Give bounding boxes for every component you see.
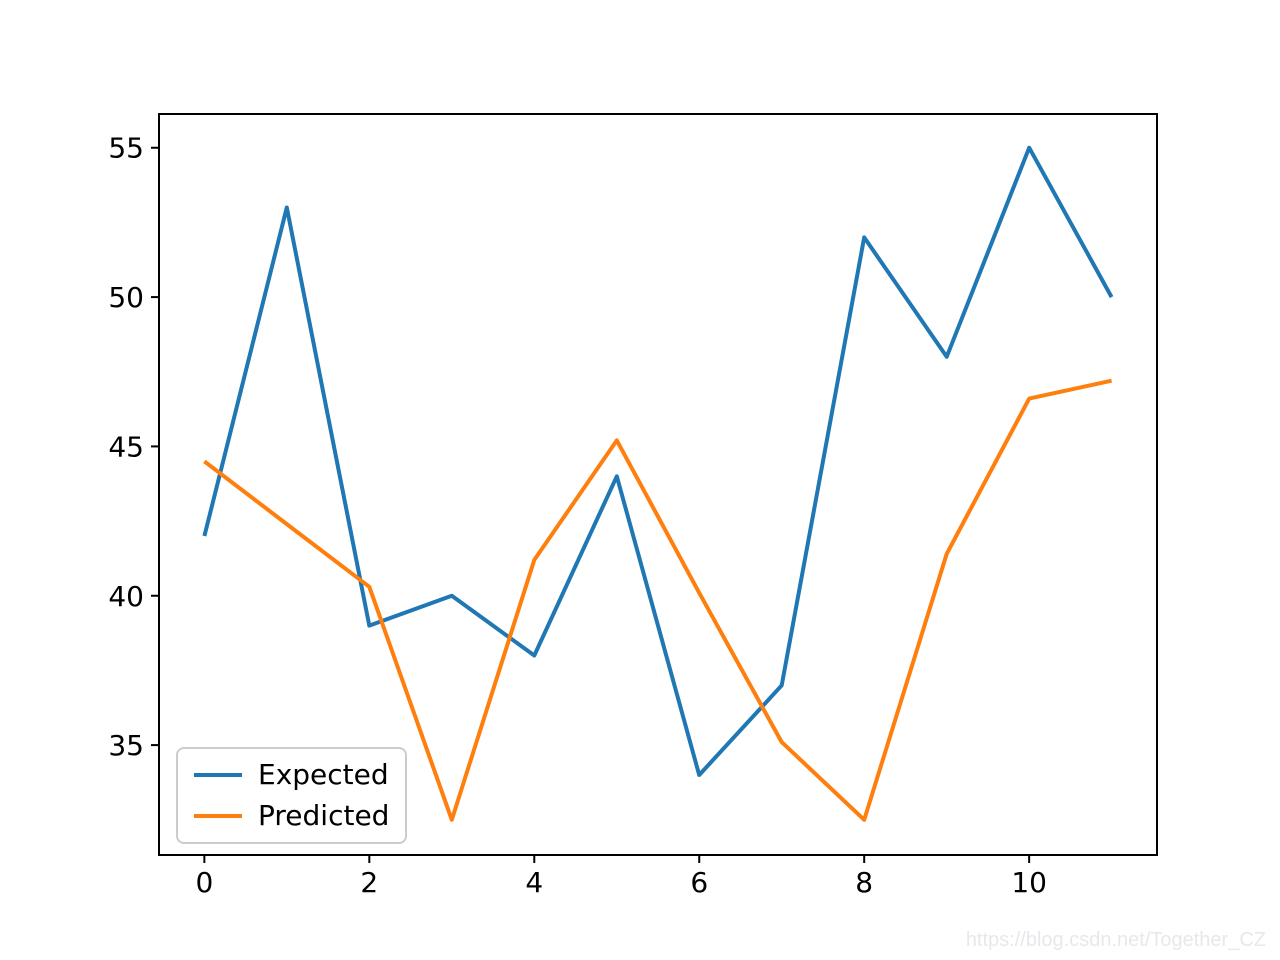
plot-frame bbox=[158, 113, 1158, 856]
x-tick-label: 10 bbox=[1011, 866, 1047, 899]
y-tick-label: 40 bbox=[108, 580, 144, 613]
legend-line-sample-predicted bbox=[194, 814, 242, 818]
y-tick-label: 55 bbox=[108, 132, 144, 165]
x-tick-label: 4 bbox=[525, 866, 543, 899]
watermark-text: https://blog.csdn.net/Together_CZ bbox=[965, 929, 1266, 951]
x-tick-label: 8 bbox=[855, 866, 873, 899]
x-tick-label: 6 bbox=[690, 866, 708, 899]
legend: Expected Predicted bbox=[176, 747, 408, 844]
x-tick-label: 2 bbox=[360, 866, 378, 899]
legend-line-sample-expected bbox=[194, 773, 242, 777]
legend-label-expected: Expected bbox=[258, 758, 389, 791]
legend-label-predicted: Predicted bbox=[258, 799, 390, 832]
y-tick-label: 45 bbox=[108, 430, 144, 463]
series-line-expected bbox=[202, 145, 1114, 777]
x-tick-label: 0 bbox=[195, 866, 213, 899]
y-tick-label: 35 bbox=[108, 729, 144, 762]
y-tick-label: 50 bbox=[108, 281, 144, 314]
legend-item-expected: Expected bbox=[194, 758, 389, 792]
legend-item-predicted: Predicted bbox=[194, 799, 389, 833]
series-line-predicted bbox=[203, 378, 1113, 822]
